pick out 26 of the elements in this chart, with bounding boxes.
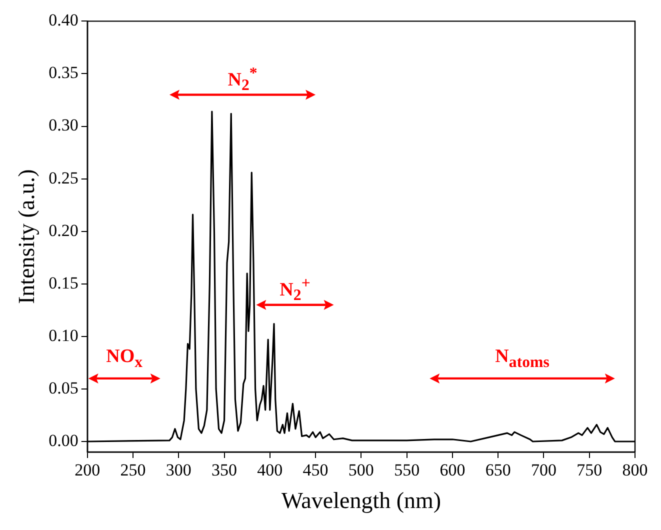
x-tick-label: 250 [120, 460, 146, 480]
y-tick-label: 0.25 [48, 168, 78, 188]
x-tick-label: 350 [212, 460, 238, 480]
y-tick-label: 0.35 [48, 63, 78, 82]
x-tick-label: 550 [394, 460, 420, 480]
x-tick-label: 600 [440, 460, 466, 480]
x-tick-label: 300 [166, 460, 192, 480]
y-tick-label: 0.10 [48, 326, 78, 345]
y-tick-label: 0.30 [48, 116, 78, 135]
x-tick-label: 450 [302, 460, 328, 480]
y-tick-label: 0.20 [48, 220, 78, 240]
y-tick-label: 0.00 [48, 430, 78, 450]
x-tick-label: 500 [348, 460, 374, 480]
x-tick-label: 750 [576, 460, 602, 480]
x-tick-label: 400 [257, 460, 283, 480]
annotation: NO$_{x}$ [106, 346, 143, 374]
x-tick-label: 700 [530, 460, 556, 480]
y-tick-label: 0.15 [48, 273, 78, 292]
y-axis-title: Intensity (a.u.) [14, 169, 39, 304]
annotation: N$_{atoms}$ [495, 346, 550, 374]
x-tick-label: 650 [485, 460, 511, 480]
x-tick-label: 200 [74, 460, 100, 480]
y-tick-label: 0.40 [48, 10, 78, 30]
x-axis-title: Wavelength (nm) [281, 488, 442, 514]
x-tick-label: 800 [622, 460, 648, 480]
y-tick-label: 0.05 [48, 378, 78, 398]
